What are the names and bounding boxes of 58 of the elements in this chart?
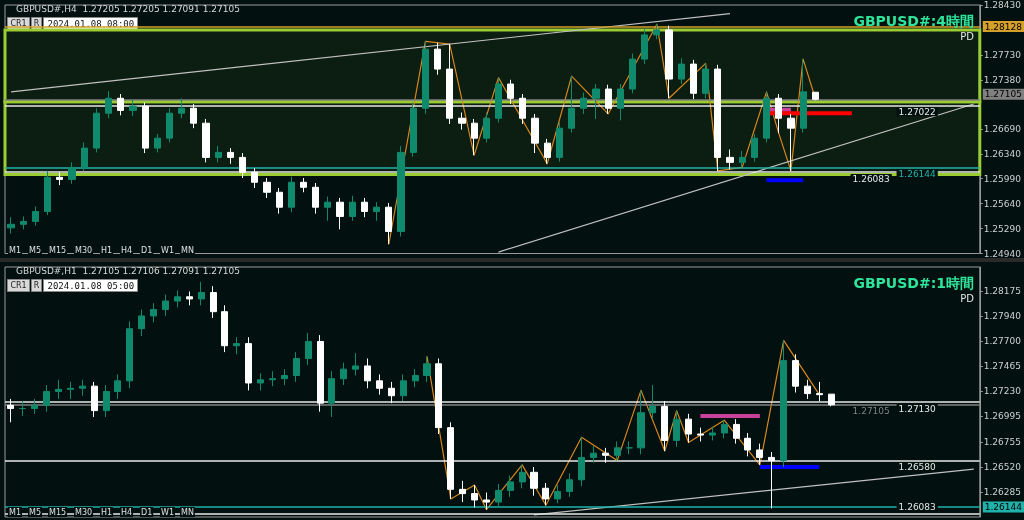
ref-line-label: 1.27022 xyxy=(898,106,936,117)
annotation: CR1 xyxy=(10,281,27,290)
annotation: MN xyxy=(181,245,194,255)
y-tick-label: 1.26520 xyxy=(983,462,1022,472)
y-tick-label: 1.26755 xyxy=(983,437,1021,447)
annotation: R xyxy=(33,19,40,28)
y-tick-label: 1.24940 xyxy=(983,248,1022,259)
annotation: M5 xyxy=(29,507,41,517)
y-tick-label: 1.26340 xyxy=(983,148,1022,159)
ref-line-label: 1.26144 xyxy=(898,169,937,180)
annotation: CR1 xyxy=(10,19,27,28)
y-tick-label: 1.27465 xyxy=(983,361,1021,372)
y-tick-label: 1.27700 xyxy=(983,336,1022,347)
ref-line-label: 1.26580 xyxy=(898,462,937,473)
annotation: M30 xyxy=(75,507,93,517)
y-tick-label: 1.25290 xyxy=(983,223,1022,234)
y-tick-label: 1.26690 xyxy=(983,123,1022,134)
annotation: MN xyxy=(181,507,194,517)
annotation: M5 xyxy=(29,245,41,255)
annotation: D1 xyxy=(141,507,153,517)
ref-line-label: 1.27105 xyxy=(852,406,890,417)
y-tick-label: 1.28430 xyxy=(983,0,1022,10)
annotation: H1 xyxy=(101,507,113,517)
y-tick-label: 1.27380 xyxy=(983,74,1022,85)
annotation: R xyxy=(33,281,40,290)
ref-line-label: 1.26144 xyxy=(984,502,1023,512)
annotation: W1 xyxy=(161,507,174,517)
annotation: PD xyxy=(960,30,975,42)
y-tick-label: 1.25990 xyxy=(983,173,1022,184)
ref-line-label: 1.28128 xyxy=(984,21,1023,32)
chart-subtitle: GBPUSD#,H1 1.27105 1.27106 1.27091 1.27105 xyxy=(16,265,240,276)
text: GBPUSD#:4時間 xyxy=(853,13,975,29)
y-tick-label: 1.27230 xyxy=(983,386,1022,397)
annotation: H1 xyxy=(101,245,113,255)
annotation: H4 xyxy=(121,245,133,255)
ref-line-label: 1.26083 xyxy=(852,173,890,184)
annotation: D1 xyxy=(141,245,153,255)
annotation: M1 xyxy=(9,507,21,517)
annotation: 2024.01.08 05:00 xyxy=(47,280,135,291)
annotation: M30 xyxy=(75,245,93,255)
y-tick-label: 1.27940 xyxy=(983,310,1022,321)
chart-subtitle: GBPUSD#,H4 1.27205 1.27205 1.27091 1.27105 xyxy=(16,3,240,14)
annotation: PD xyxy=(960,292,975,304)
annotation: W1 xyxy=(161,245,174,255)
annotation: M15 xyxy=(49,507,67,517)
y-tick-label: 1.25640 xyxy=(983,198,1022,209)
y-tick-label: 1.26995 xyxy=(983,411,1021,422)
annotation: 2024.01.08 08:00 xyxy=(47,18,135,29)
annotation: M15 xyxy=(49,245,67,255)
ref-line-label: 1.26083 xyxy=(898,501,936,512)
ref-line-label: 1.27130 xyxy=(898,403,937,414)
y-tick-label: 1.28175 xyxy=(983,285,1021,296)
y-tick-label: 1.26285 xyxy=(983,487,1021,497)
ref-line-label: 1.27105 xyxy=(984,89,1022,100)
annotation: H4 xyxy=(121,507,133,517)
text: GBPUSD#:1時間 xyxy=(853,275,975,291)
annotation: M1 xyxy=(9,245,21,255)
y-tick-label: 1.27730 xyxy=(983,49,1022,60)
